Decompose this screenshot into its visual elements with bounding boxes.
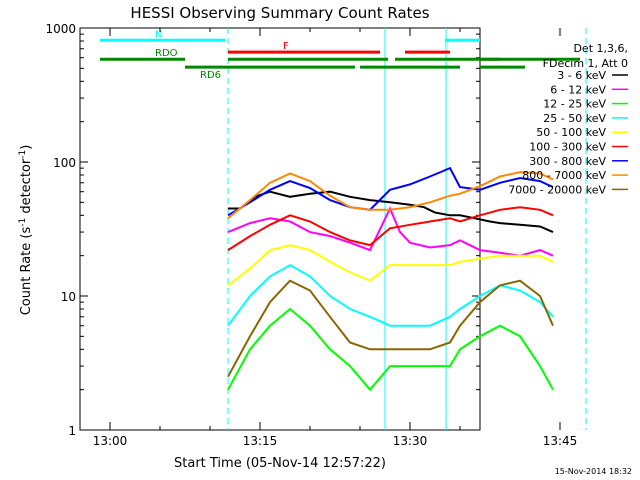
x-tick-label: 13:15 bbox=[243, 434, 278, 448]
y-label-main: Count Rate (s bbox=[19, 227, 34, 316]
plot-frame bbox=[79, 27, 481, 431]
series-line bbox=[227, 171, 554, 220]
x-tick-label: 13:45 bbox=[543, 434, 578, 448]
series-layer: N F RDO RD6 bbox=[100, 28, 587, 430]
y-label-sup1: -1 bbox=[18, 218, 28, 227]
series-line bbox=[227, 244, 554, 287]
series-line bbox=[227, 279, 554, 378]
legend-label: 12 - 25 keV bbox=[543, 98, 606, 111]
x-tick-label: 13:00 bbox=[93, 434, 128, 448]
legend-label: 50 - 100 keV bbox=[536, 126, 606, 139]
legend-label: 300 - 800 keV bbox=[529, 155, 606, 168]
y-axis-label: Count Rate (s-1 detector-1) bbox=[18, 145, 34, 316]
x-tick-label: 13:30 bbox=[393, 434, 428, 448]
y-tick-label: 10 bbox=[61, 290, 76, 304]
legend-header-line: Det 1,3,6, bbox=[573, 42, 628, 55]
series-line bbox=[227, 166, 554, 217]
flag-bar-label: RDO bbox=[155, 48, 178, 59]
y-tick-label: 1 bbox=[68, 424, 76, 438]
legend-label: 25 - 50 keV bbox=[543, 112, 606, 125]
legend-header-line: FDecim 1, Att 0 bbox=[543, 57, 628, 70]
y-tick-label: 100 bbox=[53, 156, 76, 170]
x-axis-label: Start Time (05-Nov-14 12:57:22) bbox=[174, 456, 386, 471]
legend-label: 7000 - 20000 keV bbox=[508, 183, 606, 196]
legend-label: 800 - 7000 keV bbox=[522, 169, 606, 182]
series-line bbox=[227, 206, 554, 257]
y-tick-label: 1000 bbox=[45, 22, 76, 36]
y-label-mid: detector bbox=[19, 158, 34, 218]
series-line bbox=[227, 206, 554, 251]
legend-label: 100 - 300 keV bbox=[529, 141, 606, 154]
y-label-sup2: -1 bbox=[18, 150, 28, 159]
series-line bbox=[227, 263, 554, 327]
flag-bar-label: RD6 bbox=[200, 70, 221, 81]
series-line bbox=[227, 307, 554, 392]
plot-area: 13:0013:1513:3013:4514:0014:1514:3011010… bbox=[45, 22, 578, 448]
timestamp: 15-Nov-2014 18:32 bbox=[555, 467, 632, 476]
legend-label: 6 - 12 keV bbox=[550, 83, 606, 96]
flag-bar-label: N bbox=[155, 29, 162, 40]
flag-bar-label: F bbox=[283, 41, 289, 52]
y-label-end: ) bbox=[19, 145, 34, 150]
series-line bbox=[228, 190, 554, 234]
legend-label: 3 - 6 keV bbox=[557, 69, 606, 82]
chart-title: HESSI Observing Summary Count Rates bbox=[130, 4, 429, 22]
